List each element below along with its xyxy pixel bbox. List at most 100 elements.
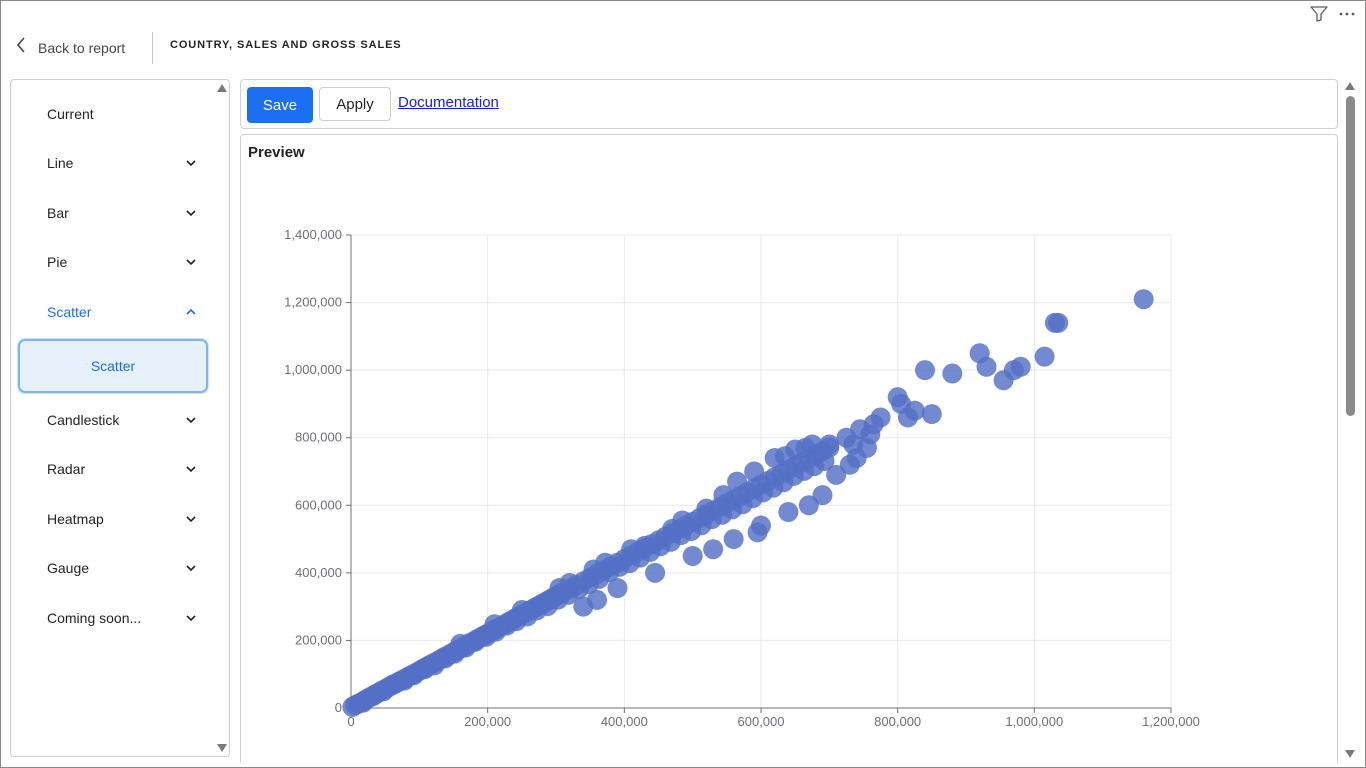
sidebar-item-heatmap[interactable]: Heatmap bbox=[47, 511, 197, 527]
y-tick-label: 600,000 bbox=[295, 497, 342, 512]
sidebar-item-pie[interactable]: Pie bbox=[47, 254, 197, 270]
scatter-point bbox=[778, 502, 799, 523]
scatter-point bbox=[511, 600, 532, 621]
scatter-point bbox=[607, 578, 628, 599]
sidebar-item-label: Gauge bbox=[47, 560, 90, 576]
y-tick-label: 1,000,000 bbox=[284, 362, 342, 377]
documentation-link[interactable]: Documentation bbox=[398, 94, 499, 111]
scatter-point bbox=[595, 552, 616, 573]
scatter-point bbox=[484, 614, 505, 635]
sidebar-item-line[interactable]: Line bbox=[47, 155, 197, 171]
chevron-down-icon bbox=[185, 513, 197, 525]
sidebar-item-coming-soon[interactable]: Coming soon... bbox=[47, 610, 197, 626]
scatter-point bbox=[826, 464, 847, 485]
chevron-down-icon bbox=[185, 612, 197, 624]
sidebar-item-label: Radar bbox=[47, 461, 86, 477]
chevron-left-icon bbox=[16, 36, 26, 59]
chevron-down-icon bbox=[185, 256, 197, 268]
scatter-point bbox=[819, 434, 840, 455]
sidebar-subitem-label: Scatter bbox=[90, 358, 136, 374]
save-button[interactable]: Save bbox=[247, 87, 313, 123]
scroll-up-arrow[interactable] bbox=[1345, 82, 1355, 90]
sidebar-item-label: Current bbox=[47, 106, 94, 122]
x-tick-label: 800,000 bbox=[874, 714, 921, 729]
sidebar-item-label: Line bbox=[47, 155, 74, 171]
sidebar-item-label: Candlestick bbox=[47, 412, 120, 428]
scatter-point bbox=[814, 451, 835, 472]
scatter-point bbox=[921, 404, 942, 425]
back-label: Back to report bbox=[38, 39, 126, 56]
apply-button[interactable]: Apply bbox=[319, 87, 391, 121]
sidebar-item-bar[interactable]: Bar bbox=[47, 205, 197, 221]
x-tick-label: 600,000 bbox=[738, 714, 785, 729]
y-tick-label: 1,200,000 bbox=[284, 295, 342, 310]
sidebar-scroll-down-arrow[interactable] bbox=[217, 744, 227, 752]
x-tick-label: 200,000 bbox=[464, 714, 511, 729]
scatter-point bbox=[645, 562, 666, 583]
scatter-point bbox=[703, 539, 724, 560]
chevron-down-icon bbox=[185, 157, 197, 169]
scatter-point bbox=[713, 485, 734, 506]
scatter-chart: 0 200,000 400,000 600,000 800,000 1,000,000 1,… bbox=[284, 227, 1200, 729]
chevron-down-icon bbox=[185, 207, 197, 219]
scatter-point bbox=[915, 360, 935, 381]
scatter-point bbox=[1010, 356, 1031, 377]
scatter-point bbox=[744, 461, 765, 482]
x-tick-label: 400,000 bbox=[601, 714, 648, 729]
sidebar-item-label: Heatmap bbox=[47, 511, 104, 527]
back-to-report-button[interactable]: Back to report bbox=[16, 36, 125, 59]
scatter-point bbox=[1048, 312, 1069, 333]
preview-panel: Preview 0 200,000 400,000 600,000 800,000 1,0… bbox=[240, 134, 1338, 763]
chevron-down-icon bbox=[185, 414, 197, 426]
scatter-point bbox=[802, 434, 823, 455]
scatter-point bbox=[798, 495, 819, 516]
sidebar-item-radar[interactable]: Radar bbox=[47, 461, 197, 477]
chevron-up-icon bbox=[185, 306, 197, 318]
scatter-point bbox=[870, 407, 891, 428]
more-options-icon[interactable] bbox=[1338, 11, 1356, 17]
y-tick-label: 1,400,000 bbox=[284, 227, 342, 242]
top-icon-bar bbox=[1310, 6, 1356, 22]
sidebar-subitem-scatter[interactable]: Scatter bbox=[18, 339, 208, 393]
scatter-point bbox=[682, 545, 703, 566]
scroll-down-arrow[interactable] bbox=[1345, 750, 1355, 758]
scatter-point bbox=[727, 471, 748, 492]
scroll-thumb[interactable] bbox=[1346, 96, 1355, 416]
scatter-point bbox=[634, 535, 655, 556]
filter-icon[interactable] bbox=[1310, 6, 1328, 22]
scatter-point bbox=[587, 589, 607, 610]
scatter-point bbox=[672, 510, 693, 531]
scatter-point bbox=[751, 515, 771, 536]
toolbar: Save Apply Documentation bbox=[240, 79, 1338, 129]
chart-type-sidebar: Current Line Bar Pie Scatter Scatter Can… bbox=[10, 79, 230, 757]
x-tick-label: 0 bbox=[347, 714, 354, 729]
scatter-point bbox=[904, 400, 925, 421]
y-tick-label: 400,000 bbox=[295, 565, 342, 580]
sidebar-item-scatter[interactable]: Scatter bbox=[47, 304, 197, 320]
y-tick-label: 0 bbox=[335, 700, 342, 715]
y-tick-label: 200,000 bbox=[295, 632, 342, 647]
scatter-point bbox=[812, 485, 833, 506]
scatter-point bbox=[559, 572, 580, 593]
sidebar-item-current[interactable]: Current bbox=[47, 106, 197, 122]
x-tick-label: 1,200,000 bbox=[1142, 714, 1200, 729]
preview-title: Preview bbox=[248, 144, 305, 161]
scatter-point bbox=[450, 633, 471, 654]
scatter-point bbox=[723, 529, 744, 550]
scatter-point bbox=[860, 424, 881, 445]
sidebar-item-gauge[interactable]: Gauge bbox=[47, 560, 197, 576]
sidebar-item-label: Coming soon... bbox=[47, 610, 142, 626]
scatter-point bbox=[1034, 346, 1055, 367]
scatter-point bbox=[1133, 289, 1154, 310]
scatter-point bbox=[942, 363, 963, 384]
chevron-down-icon bbox=[185, 562, 197, 574]
header-divider bbox=[152, 32, 153, 64]
sidebar-scroll-up-arrow[interactable] bbox=[217, 84, 227, 92]
scatter-point bbox=[696, 498, 717, 519]
sidebar-item-label: Bar bbox=[47, 205, 69, 221]
sidebar-item-label: Scatter bbox=[47, 304, 92, 320]
page-scrollbar[interactable] bbox=[1343, 80, 1357, 760]
sidebar-item-candlestick[interactable]: Candlestick bbox=[47, 412, 197, 428]
scatter-point bbox=[976, 356, 997, 377]
chevron-down-icon bbox=[185, 463, 197, 475]
